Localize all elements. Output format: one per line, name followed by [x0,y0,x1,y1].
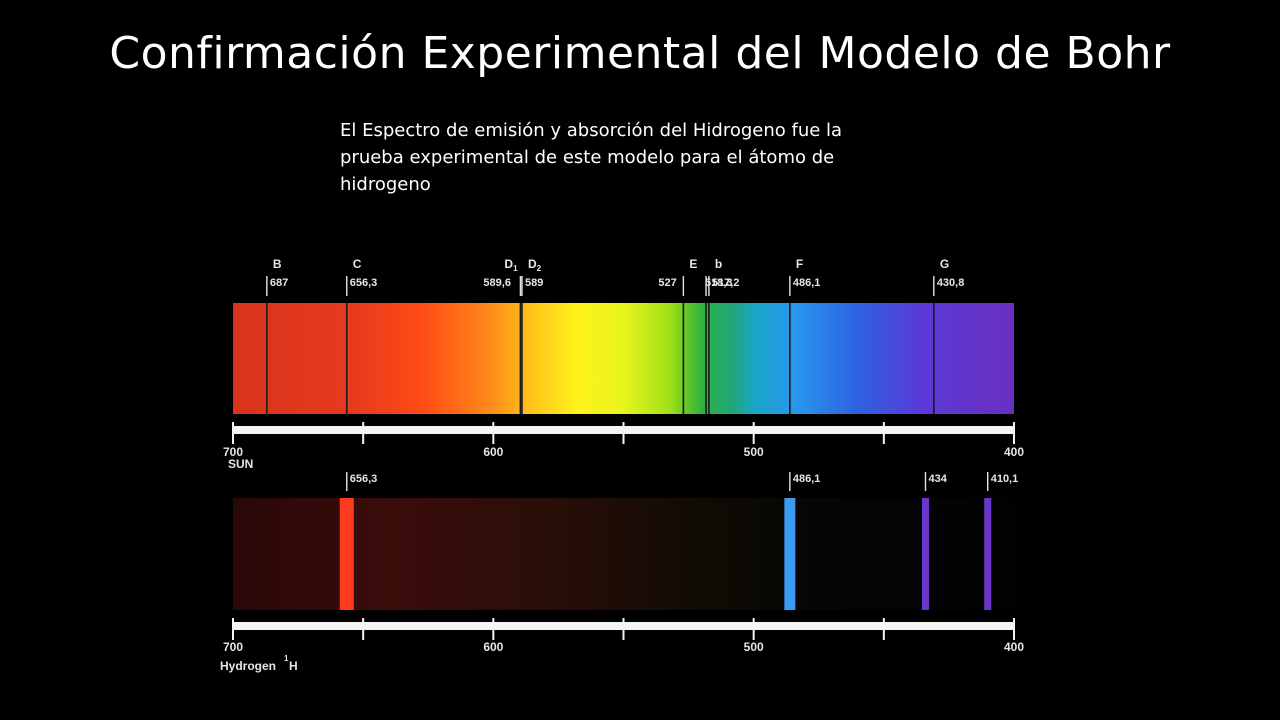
slide-subtitle: El Espectro de emisión y absorción del H… [340,120,843,195]
sun-line-letter: G [940,257,949,271]
axis-tick-label: 600 [483,640,503,654]
axis-tick-label: 400 [1004,445,1024,459]
axis-tick-label: 700 [223,640,243,654]
sun-line-subscript: 2 [537,264,542,273]
axis-tick-label: 600 [483,445,503,459]
sun-label: SUN [228,457,253,471]
hydrogen-spectrum-band [233,498,1014,610]
sun-line-value: 527 [658,277,676,289]
sun-absorption-lines [266,303,935,414]
axis-tick-label: 400 [1004,640,1024,654]
sun-line-value: 486,1 [793,277,821,289]
hydrogen-element: H [289,659,298,673]
sun-line-value: 656,3 [350,277,378,289]
axis-tick-label: 500 [744,445,764,459]
hydrogen-emission-line [921,498,929,610]
hydrogen-isotope: 1 [284,654,289,663]
hydrogen-line-value: 410,1 [991,473,1019,485]
sun-line-letter: F [796,257,803,271]
sun-line-subscript: 1 [513,264,518,273]
sun-axis-ticks: 700 600 500 400 [223,422,1024,459]
sun-line-letter: B [273,257,282,271]
hydrogen-emission-line [339,498,354,610]
sun-line-value: 430,8 [937,277,965,289]
sun-line-letter: D2 [528,257,542,273]
sun-line-letter: E [689,257,697,271]
hydrogen-label: Hydrogen [220,659,276,673]
sun-line-value: 517,2 [712,277,740,289]
hydrogen-line-value: 434 [928,473,947,485]
hydrogen-line-value: 486,1 [793,473,821,485]
hydrogen-line-value: 656,3 [350,473,378,485]
hydrogen-line-labels: 656,3 486,1 434 410,1 [346,472,1019,491]
sun-line-letter: b [715,257,722,271]
hydrogen-axis-ticks: 700 600 500 400 [223,618,1024,654]
slide-title: Confirmación Experimental del Modelo de … [109,28,1171,79]
axis-tick-label: 500 [744,640,764,654]
sun-line-value: 518,3 [705,277,733,289]
sun-line-letter: C [353,257,362,271]
sun-spectrum-band [233,303,1014,414]
hydrogen-emission-line [784,498,796,610]
sun-line-value: 589 [525,277,543,289]
sun-line-letter: D1 [504,257,518,273]
hydrogen-emission-line [984,498,992,610]
hydrogen-emission-lines [339,498,992,610]
sun-line-value: 589,6 [483,277,511,289]
sun-line-value: 687 [270,277,288,289]
axis-tick-label: 700 [223,445,243,459]
